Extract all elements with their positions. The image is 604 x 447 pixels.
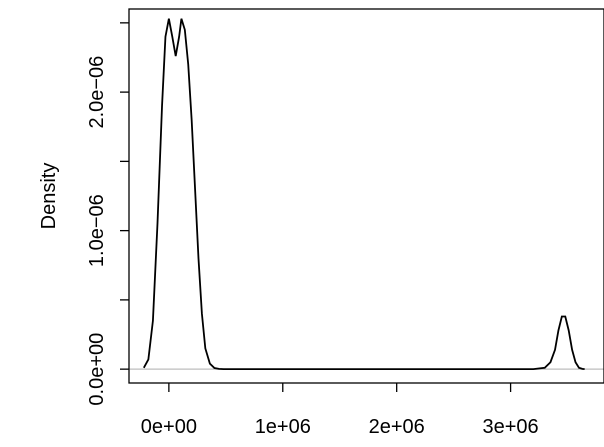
x-axis: 0e+00 1e+06 2e+06 3e+06 — [141, 383, 539, 438]
density-curve — [143, 18, 585, 371]
y-axis-title: Density — [38, 163, 60, 230]
y-tick-label: 0.0e+00 — [86, 333, 108, 406]
plot-frame — [128, 8, 604, 384]
x-tick-label: 2e+06 — [369, 416, 425, 438]
x-tick-label: 3e+06 — [483, 416, 539, 438]
x-tick-label: 1e+06 — [255, 416, 311, 438]
y-tick-label: 1.0e−06 — [86, 194, 108, 267]
x-tick-label: 0e+00 — [141, 416, 197, 438]
y-tick-label: 2.0e−06 — [86, 56, 108, 129]
plot-area — [129, 18, 604, 371]
y-axis: 0.0e+00 1.0e−06 2.0e−06 — [86, 22, 129, 406]
